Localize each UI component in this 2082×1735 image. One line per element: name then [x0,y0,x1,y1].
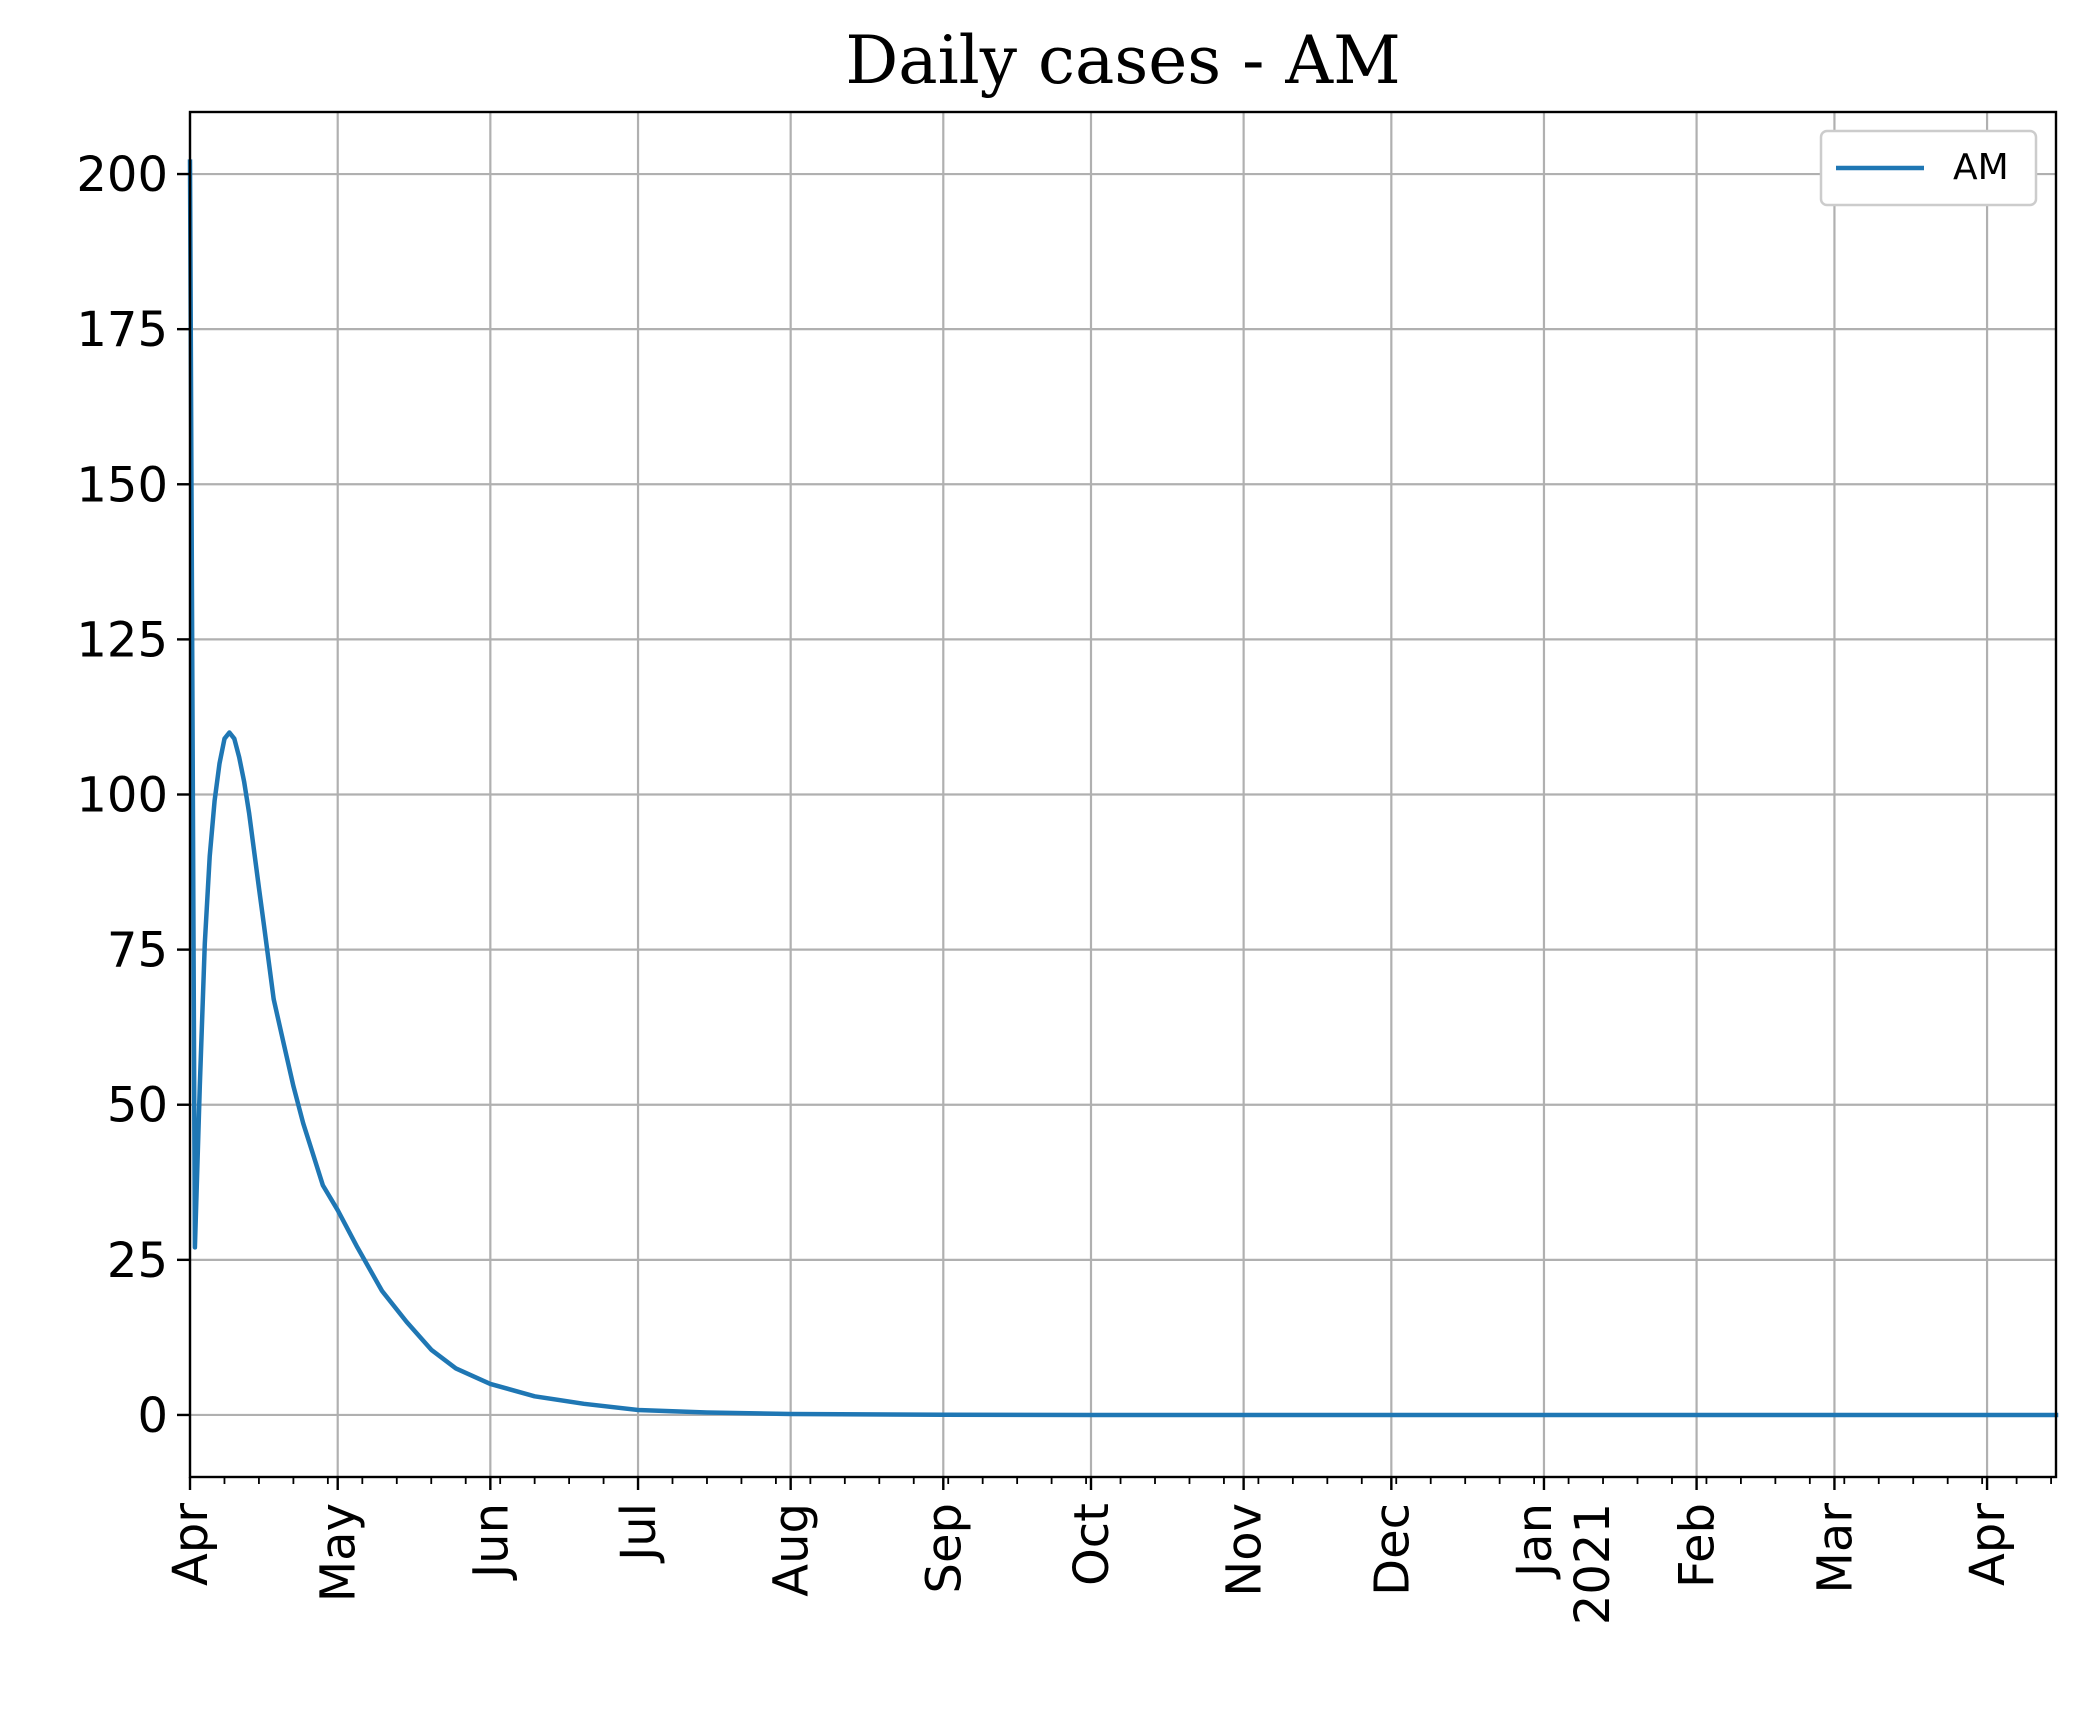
x-tick-label: Sep [916,1503,972,1593]
chart-title: Daily cases - AM [845,22,1400,99]
series-line-am [187,159,2059,1418]
y-tick-label: 100 [76,768,168,824]
y-tick-label: 175 [76,302,168,358]
y-tick-label: 0 [137,1388,168,1444]
x-tick-label: May [311,1503,367,1602]
x-tick-label: Jul [611,1503,667,1564]
grid-lines [188,112,2056,1477]
x-tick-label: Mar [1807,1503,1863,1594]
x-tick-label: Aug [764,1503,820,1597]
x-axis: Apr May Jun Jul Aug Sep Oct Nov Dec Jan 2021 Feb Mar… [163,1477,2052,1625]
x-tick-label: Feb [1670,1503,1726,1588]
y-tick-label: 125 [76,612,168,668]
x-tick-label: Apr [163,1503,219,1586]
y-tick-label: 200 [76,147,168,203]
x-tick-label: Oct [1064,1503,1120,1586]
y-tick-label: 50 [107,1078,168,1134]
y-axis: 0 25 50 75 100 125 150 175 200 [76,147,190,1444]
y-tick-label: 75 [107,923,168,979]
x-tick-label: Jun [463,1503,519,1581]
legend-label-am: AM [1953,147,2009,188]
series-layer [187,159,2059,1418]
x-tick-label: Nov [1217,1503,1273,1597]
y-tick-label: 150 [76,457,168,513]
legend-box [1819,129,2038,207]
x-tick-label: Apr [1960,1503,2016,1586]
x-tick-label: Dec [1364,1503,1420,1596]
legend: AM [1819,129,2038,207]
x-tick-label: Jan [1507,1503,1563,1580]
x-tick-label-year: 2021 [1565,1503,1621,1625]
y-tick-label: 25 [107,1233,168,1289]
